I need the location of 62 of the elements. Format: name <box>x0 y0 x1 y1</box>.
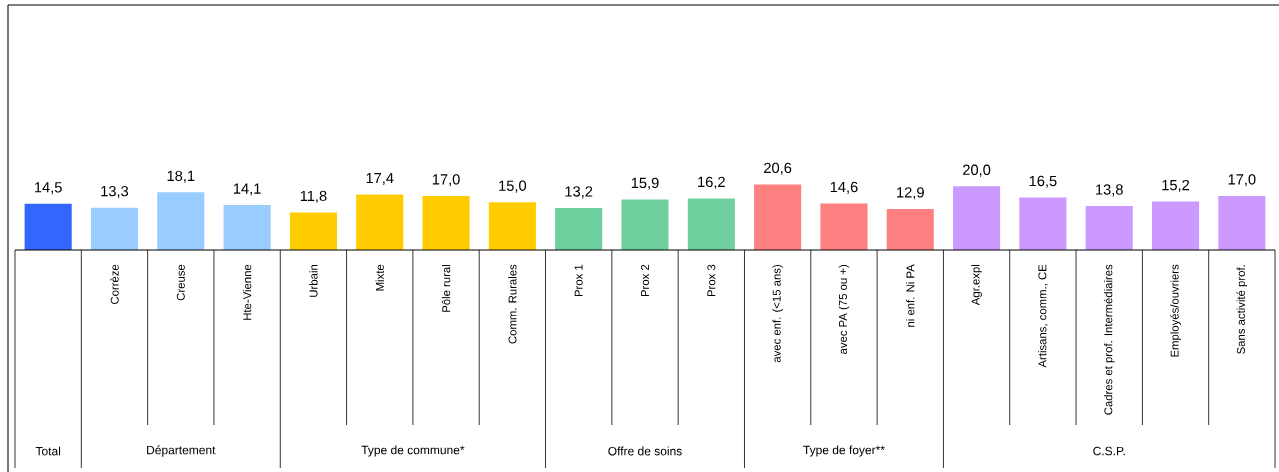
bar <box>1085 206 1133 251</box>
x-tick-label: Creuse <box>176 264 185 301</box>
bar <box>157 192 205 251</box>
bar <box>953 186 1001 251</box>
bar <box>621 199 669 251</box>
bar <box>886 208 934 251</box>
data-label: 16,2 <box>698 176 725 189</box>
data-label: 17,4 <box>366 173 394 186</box>
data-label: 15,0 <box>499 180 527 193</box>
bar <box>488 202 536 251</box>
data-label: 18,1 <box>167 170 195 183</box>
bar <box>1151 201 1200 251</box>
data-label: 12,9 <box>897 187 924 200</box>
x-tick-label: Corrèze <box>110 264 119 304</box>
text: Total <box>35 446 61 456</box>
data-label: 20,6 <box>764 162 792 175</box>
data-label: 17,0 <box>1228 174 1256 187</box>
bar <box>555 207 603 251</box>
data-label: 14,6 <box>830 181 858 194</box>
bar <box>1019 197 1067 251</box>
data-label: 13,8 <box>1096 184 1123 197</box>
data-label: 15,9 <box>631 177 659 190</box>
x-tick-label: ni enf. Ni PA <box>906 264 915 327</box>
data-label: 16,5 <box>1029 175 1057 188</box>
bar <box>90 207 139 251</box>
bar <box>754 184 802 251</box>
data-label: 13,3 <box>101 185 129 199</box>
x-tick-label: Mixte <box>375 264 384 291</box>
x-tick-label: avec PA (75 ou +) <box>838 264 850 354</box>
bar <box>687 198 735 251</box>
data-label: 20,0 <box>963 164 991 177</box>
x-tick-label: Prox 2 <box>641 264 650 297</box>
bar <box>289 212 337 251</box>
bar <box>820 203 868 251</box>
x-tick-label: Sans activité prof. <box>1236 265 1248 354</box>
x-tick-label: Pôle rural <box>441 265 451 312</box>
text: Type de foyer** <box>803 445 885 457</box>
data-label: 15,2 <box>1162 179 1190 193</box>
bar <box>223 205 271 251</box>
x-tick-label: Urbain <box>309 265 318 297</box>
data-label: 14,1 <box>233 183 261 196</box>
text: Département <box>147 445 216 457</box>
bar <box>356 194 404 251</box>
x-tick-label: Comm. Rurales <box>508 264 517 344</box>
bar <box>422 195 470 251</box>
data-label: 11,8 <box>300 190 327 203</box>
x-tick-label: Prox 1 <box>574 264 583 297</box>
x-tick-label: Artisans, comm., CE <box>1038 264 1048 368</box>
text: Type de commune* <box>361 445 465 457</box>
x-tick-label: Prox 3 <box>707 264 716 297</box>
text: Offre de soins <box>608 446 682 456</box>
x-tick-label: Hte-Vienne <box>242 264 252 320</box>
bar <box>24 203 72 251</box>
data-label: 13,2 <box>565 186 593 199</box>
x-tick-label: Cadres et prof. Intermédiaires <box>1103 264 1115 415</box>
text: C.S.P. <box>1093 446 1125 456</box>
x-tick-label: Employés/ouvriers <box>1170 264 1181 357</box>
data-label: 14,5 <box>35 182 62 195</box>
data-label: 17,0 <box>432 174 460 187</box>
bar <box>1218 195 1266 251</box>
x-tick-label: avec enf. (<15 ans) <box>772 264 783 363</box>
x-tick-label: Agr.expl <box>971 265 982 306</box>
